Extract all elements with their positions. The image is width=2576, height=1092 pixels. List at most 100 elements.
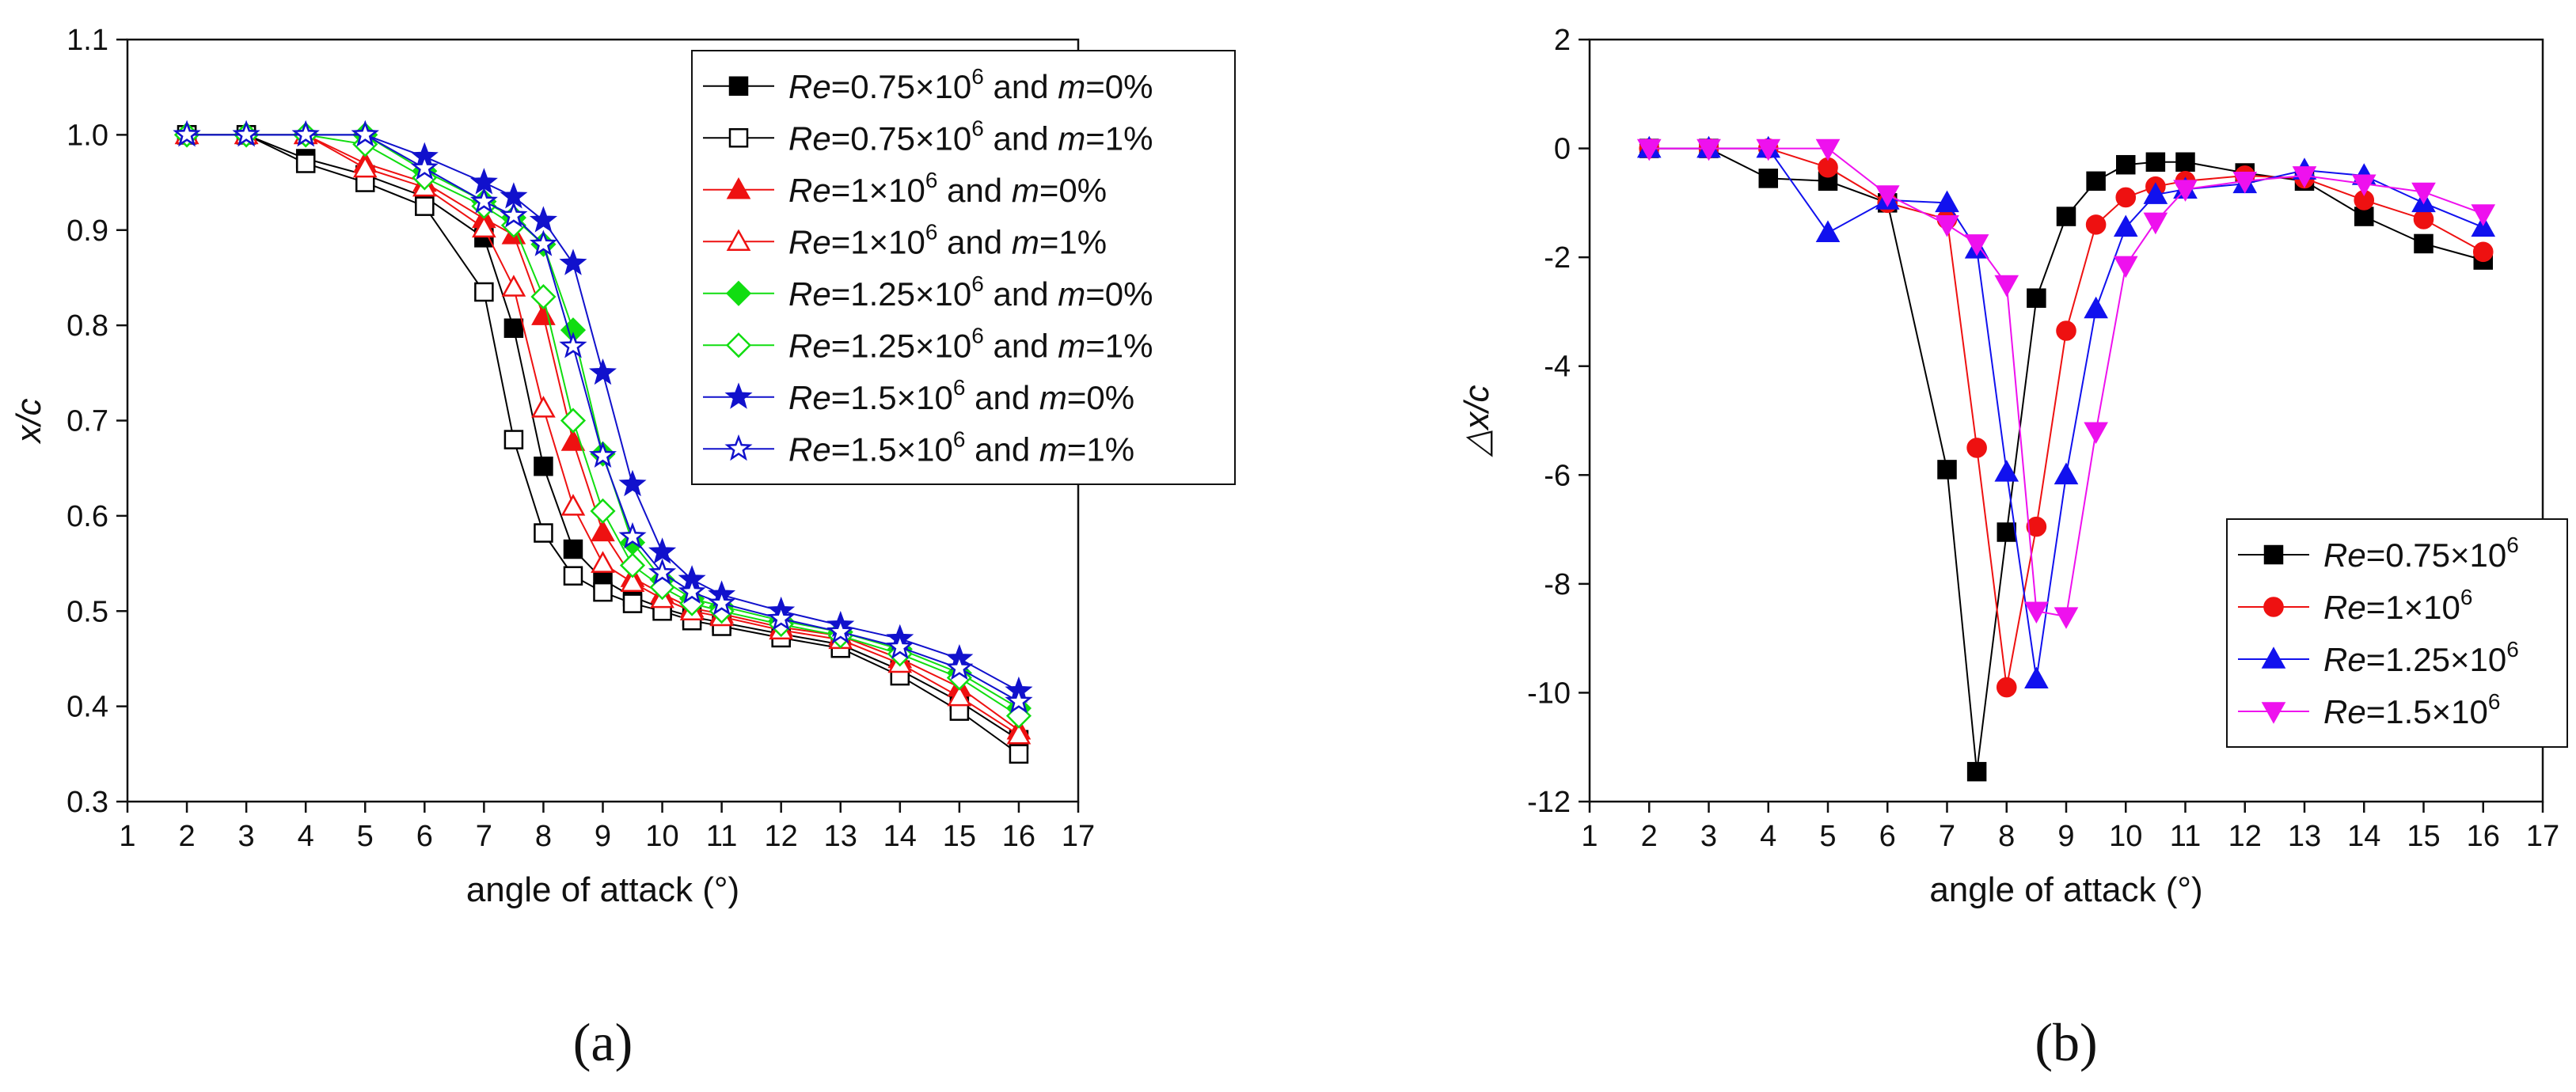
data-point [2056,207,2076,226]
x-tick-label: 10 [645,820,678,853]
data-point [560,408,587,434]
x-tick-label: 13 [2288,820,2321,853]
data-point [1937,460,1957,480]
data-point [560,429,586,451]
y-tick-label: 0.5 [66,595,108,628]
data-point [826,617,855,644]
data-point [559,332,587,358]
data-point [2054,607,2079,629]
data-point [2084,422,2108,445]
data-point [648,537,677,564]
data-point [2084,296,2108,319]
legend-box [2226,518,2568,748]
legend-item: Re=0.75×106 and m=0% [703,64,1153,105]
data-point [2143,212,2168,235]
legend-marker [2261,702,2286,724]
data-point [531,396,556,418]
legend-item: Re=0.75×106 [2238,533,2519,574]
legend-marker [728,76,749,96]
data-point [1636,138,1662,161]
x-tick-label: 12 [2228,820,2262,853]
data-point [591,519,615,542]
data-point [2413,209,2434,229]
data-point [709,598,735,624]
data-point [2054,462,2079,485]
data-point [352,131,378,157]
x-tick-label: 2 [178,820,195,853]
y-tick-label: 0.3 [66,786,108,819]
legend-label: Re=1.25×106 [2323,637,2519,678]
legend-label: Re=0.75×106 and m=0% [788,64,1153,105]
x-tick-label: 5 [357,820,374,853]
data-point [886,632,914,659]
data-point [1758,169,1778,188]
data-point [619,552,646,578]
x-tick-label: 9 [2057,820,2074,853]
data-point [534,457,553,476]
data-point [1696,138,1721,161]
data-point [500,212,526,238]
data-point [2414,233,2434,254]
y-tick-label: 0.6 [66,500,108,533]
legend-label: Re=1×106 and m=1% [788,219,1107,260]
legend-label: Re=1×106 and m=0% [788,168,1107,209]
data-point [469,187,498,214]
legend-label: Re=1.25×106 and m=1% [788,323,1153,364]
data-point [415,196,435,216]
data-point [351,119,379,147]
data-point [2056,320,2076,341]
x-tick-label: 2 [1641,820,1658,853]
data-point [500,201,528,228]
x-tick-label: 5 [1819,820,1836,853]
data-point [2411,182,2436,205]
data-point [232,119,260,147]
legend-item: Re=1×106 [2238,585,2472,626]
data-point [2086,171,2106,191]
x-tick-label: 12 [765,820,798,853]
y-tick-label: -8 [1544,568,1571,601]
data-point [767,604,796,631]
data-point [560,494,586,516]
data-point [529,229,558,256]
x-axis-label: angle of attack (°) [1929,870,2202,909]
data-point [1815,220,1841,242]
legend-item: Re=1.5×106 [2238,689,2500,730]
data-point [2143,182,2168,204]
data-point [591,551,615,573]
legend-item: Re=1.5×106 and m=0% [703,375,1134,416]
legend-label: Re=1×106 [2323,585,2472,626]
data-point [945,654,974,681]
legend-label: Re=0.75×106 and m=1% [788,116,1153,157]
x-tick-label: 8 [535,820,552,853]
data-point [2472,241,2494,263]
data-point [501,275,526,297]
data-point [529,206,558,233]
data-point [1994,275,2019,298]
y-tick-label: 1.0 [66,119,108,152]
data-point [2232,172,2258,194]
y-tick-label: -4 [1544,351,1571,384]
data-point [295,154,316,173]
data-point [2471,204,2496,226]
legend-label: Re=1.5×106 and m=1% [788,427,1134,468]
x-tick-label: 13 [824,820,857,853]
x-tick-label: 6 [1879,820,1896,853]
data-point [1875,185,1900,207]
legend-item: Re=1.25×106 and m=1% [703,323,1153,364]
data-point [2085,214,2107,235]
data-point [1935,215,1959,237]
data-point [2292,166,2317,188]
data-point [291,119,320,147]
y-tick-label: 0.8 [66,309,108,343]
data-point [1006,722,1032,745]
legend-box [691,50,1236,485]
legend-label: Re=1.5×106 and m=0% [788,375,1134,416]
x-tick-label: 11 [706,820,737,853]
data-point [563,539,583,559]
x-tick-label: 4 [298,820,314,853]
y-tick-label: 0 [1554,133,1571,166]
data-point [352,155,378,178]
y-tick-label: 0.9 [66,214,108,248]
legend-item: Re=1.5×106 and m=1% [703,427,1134,468]
